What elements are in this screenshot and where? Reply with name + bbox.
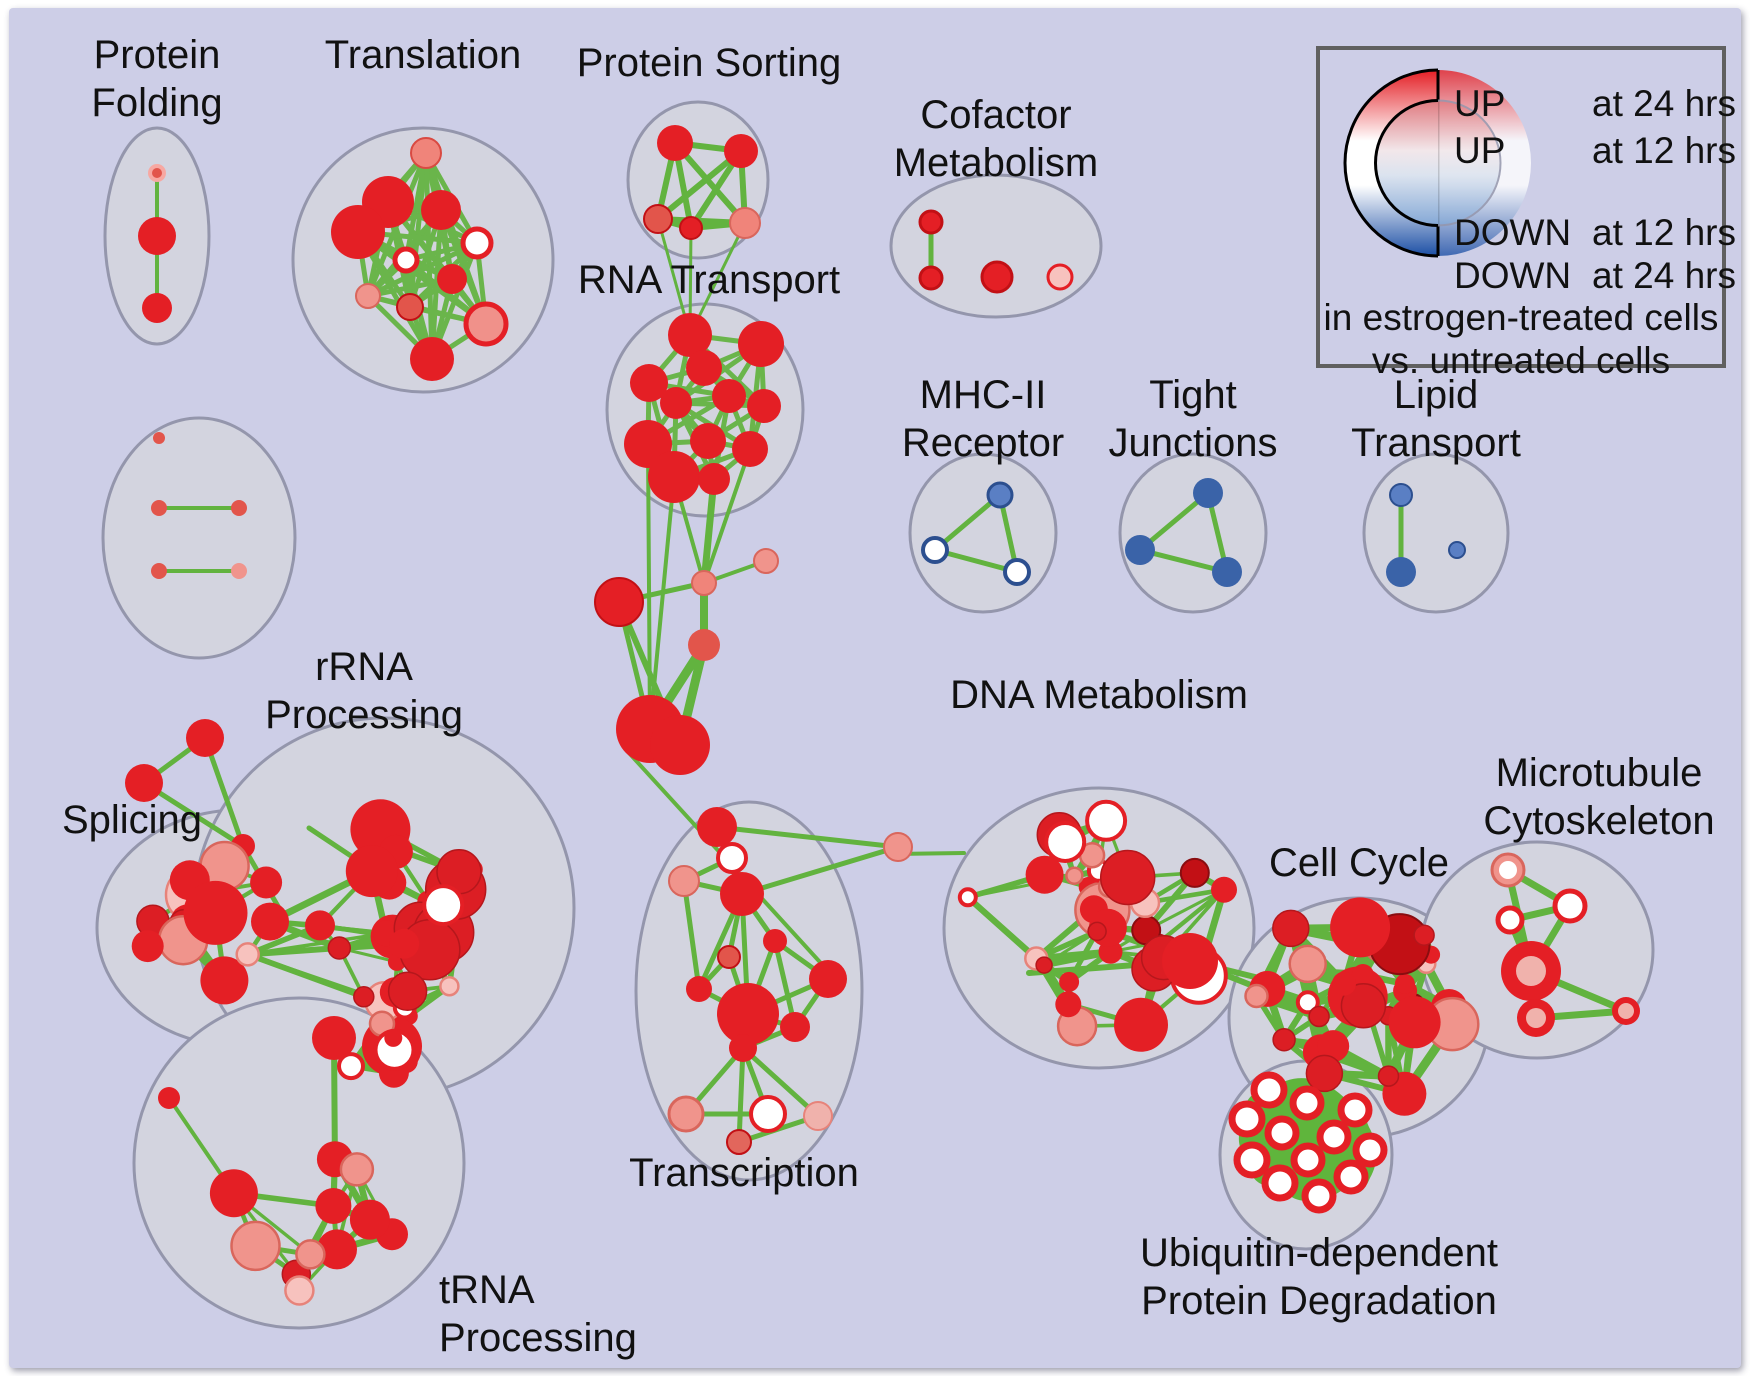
svg-text:RNA Transport: RNA Transport [578,258,840,302]
svg-text:Protein: Protein [94,33,221,77]
svg-text:Protein Sorting: Protein Sorting [577,41,842,85]
svg-text:Microtubule: Microtubule [1496,751,1703,795]
svg-text:Ubiquitin-dependent: Ubiquitin-dependent [1140,1231,1498,1275]
svg-text:rRNA: rRNA [315,645,413,689]
svg-text:Translation: Translation [325,33,521,77]
svg-text:Transcription: Transcription [629,1151,859,1195]
svg-text:UP: UP [1454,130,1505,171]
svg-text:Cytoskeleton: Cytoskeleton [1483,799,1714,843]
svg-text:vs. untreated cells: vs. untreated cells [1372,340,1670,381]
svg-text:Cofactor: Cofactor [920,93,1071,137]
svg-text:Receptor: Receptor [902,421,1064,465]
svg-text:Protein Degradation: Protein Degradation [1141,1279,1497,1323]
svg-text:in estrogen-treated cells: in estrogen-treated cells [1324,297,1719,338]
svg-text:DNA Metabolism: DNA Metabolism [950,673,1248,717]
svg-text:Cell Cycle: Cell Cycle [1269,841,1449,885]
svg-text:Transport: Transport [1351,421,1521,465]
svg-text:DOWN: DOWN [1454,255,1571,296]
svg-text:Folding: Folding [91,81,222,125]
svg-text:UP: UP [1454,83,1505,124]
svg-text:Processing: Processing [439,1316,637,1360]
svg-text:Tight: Tight [1149,373,1236,417]
svg-text:MHC-II: MHC-II [920,373,1047,417]
svg-text:Junctions: Junctions [1109,421,1278,465]
svg-text:tRNA: tRNA [439,1268,535,1312]
svg-text:at 12 hrs: at 12 hrs [1592,130,1736,171]
svg-text:at 24 hrs: at 24 hrs [1592,255,1736,296]
svg-text:Splicing: Splicing [62,798,202,842]
svg-text:Processing: Processing [265,693,463,737]
svg-text:at 12 hrs: at 12 hrs [1592,212,1736,253]
svg-text:DOWN: DOWN [1454,212,1571,253]
svg-text:at 24 hrs: at 24 hrs [1592,83,1736,124]
svg-text:Metabolism: Metabolism [894,141,1099,185]
